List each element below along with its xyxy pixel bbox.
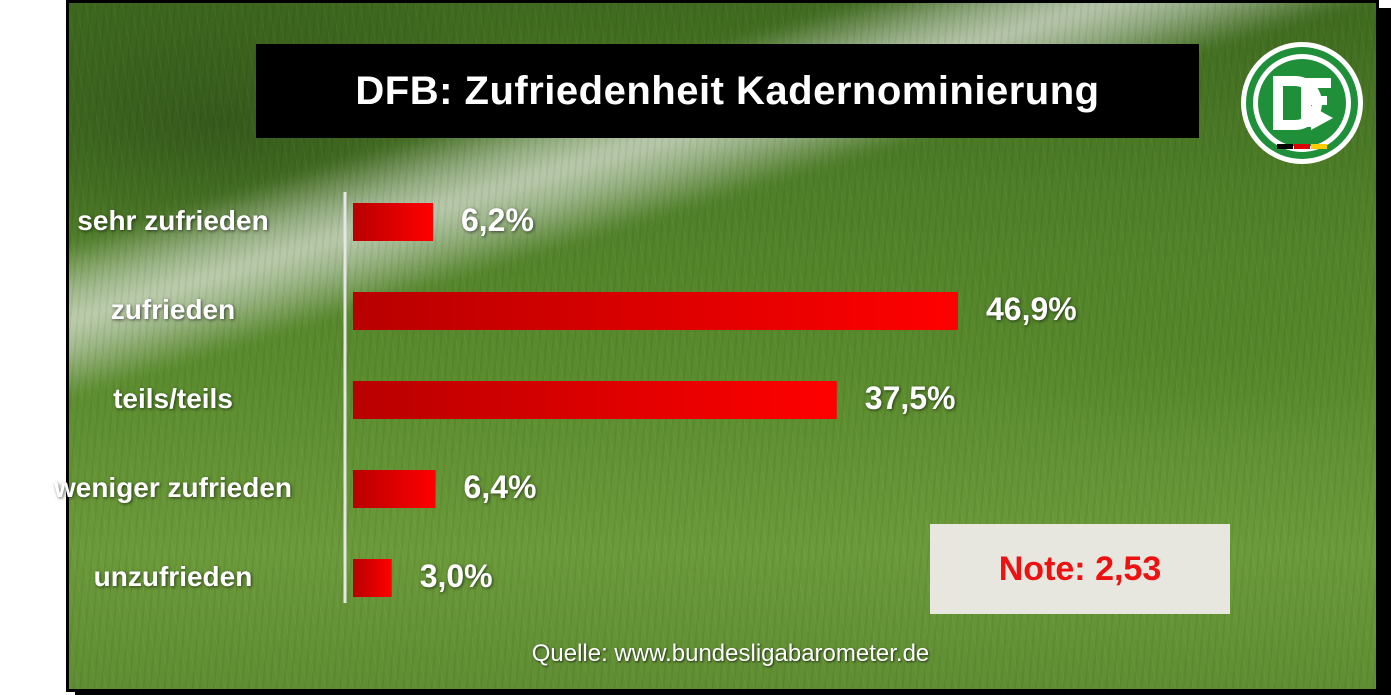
category-label-1: zufrieden <box>110 294 236 325</box>
value-label-0: 6,2% <box>460 202 534 238</box>
source-line: Quelle: www.bundesligabarometer.de <box>0 640 1391 668</box>
chart-title: DFB: Zufriedenheit Kadernominierung <box>355 68 1100 113</box>
value-label-1: 46,9% <box>986 291 1077 327</box>
bar-2 <box>353 381 837 419</box>
note-box: Note: 2,53 <box>930 524 1230 614</box>
bar-4 <box>353 559 392 597</box>
bar-0 <box>353 203 433 241</box>
source-text: Quelle: www.bundesligabarometer.de <box>531 640 930 667</box>
dfb-logo-icon <box>1241 42 1363 164</box>
category-label-2: teils/teils <box>113 383 233 414</box>
value-label-4: 3,0% <box>419 558 493 594</box>
category-label-0: sehr zufrieden <box>77 205 269 236</box>
value-label-2: 37,5% <box>864 380 956 416</box>
note-text: Note: 2,53 <box>998 549 1162 588</box>
bar-1 <box>353 292 959 330</box>
category-label-4: unzufrieden <box>93 561 253 592</box>
category-label-3: weniger zufrieden <box>53 472 293 503</box>
value-label-3: 6,4% <box>463 469 537 505</box>
bar-3 <box>353 470 436 508</box>
title-box: DFB: Zufriedenheit Kadernominierung <box>256 44 1199 138</box>
